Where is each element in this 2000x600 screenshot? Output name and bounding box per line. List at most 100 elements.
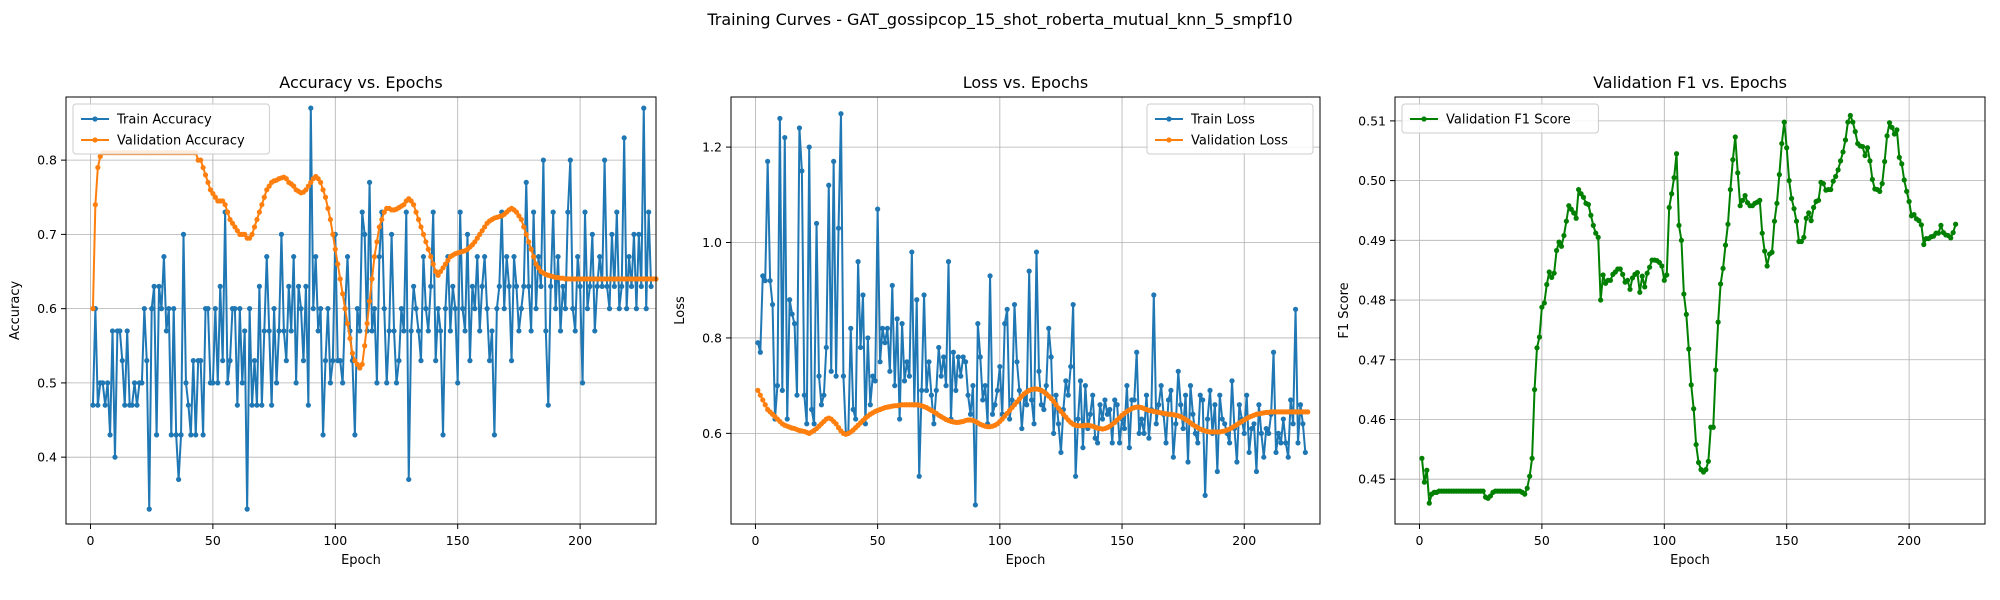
data-point <box>1288 397 1294 403</box>
data-point <box>506 283 512 289</box>
data-point <box>1080 445 1086 451</box>
data-point <box>533 261 539 267</box>
y-tick-label: 0.6 <box>37 301 57 316</box>
data-point <box>1889 124 1895 131</box>
legend-marker <box>1166 137 1172 143</box>
y-tick-label: 0.5 <box>37 375 57 390</box>
data-point <box>504 254 510 260</box>
data-point <box>1845 119 1851 125</box>
data-point <box>1713 367 1719 373</box>
data-point <box>1182 392 1189 398</box>
data-point <box>501 306 507 312</box>
data-point <box>408 198 414 204</box>
data-point <box>371 306 378 312</box>
data-point <box>112 454 118 460</box>
data-point <box>1241 430 1247 436</box>
data-point <box>188 432 194 438</box>
data-point <box>945 259 952 265</box>
data-point <box>877 359 883 365</box>
data-point <box>540 157 546 163</box>
data-point <box>879 325 886 331</box>
data-point <box>1082 383 1088 389</box>
data-point <box>369 328 375 334</box>
x-tick-label: 100 <box>1652 533 1676 548</box>
data-point <box>1644 270 1650 276</box>
data-point <box>1791 206 1797 212</box>
data-point <box>1175 368 1181 374</box>
data-point <box>271 306 277 312</box>
data-point <box>641 105 647 111</box>
data-point <box>1036 368 1042 374</box>
data-point <box>403 209 409 215</box>
data-point <box>965 392 971 398</box>
data-point <box>320 187 326 193</box>
data-point <box>1270 349 1277 355</box>
data-point <box>1480 488 1486 494</box>
data-point <box>411 202 417 208</box>
data-point <box>523 179 529 185</box>
data-point <box>1671 175 1677 181</box>
data-point <box>1214 468 1220 475</box>
data-point <box>1426 500 1432 506</box>
data-point <box>464 231 471 237</box>
data-point <box>1031 421 1037 427</box>
data-point <box>342 306 348 312</box>
data-point <box>530 209 537 215</box>
data-point <box>784 416 790 422</box>
data-point <box>1553 247 1560 254</box>
data-point <box>1258 430 1264 436</box>
data-point <box>1688 382 1694 388</box>
legend-marker <box>1421 116 1427 122</box>
data-point <box>577 283 583 289</box>
data-point <box>1029 397 1035 403</box>
data-point <box>1112 397 1118 403</box>
x-tick-label: 200 <box>1232 533 1256 548</box>
data-point <box>1916 218 1922 224</box>
data-point <box>521 224 527 230</box>
legend-box <box>1401 103 1599 134</box>
data-point <box>1801 234 1807 240</box>
data-point <box>119 358 125 364</box>
data-point <box>1549 274 1555 280</box>
series-train-loss <box>755 111 1308 508</box>
data-point <box>1009 397 1015 403</box>
data-point <box>901 378 908 384</box>
data-point <box>247 306 253 312</box>
data-point <box>1669 191 1675 197</box>
data-point <box>445 257 451 263</box>
data-point <box>168 432 174 438</box>
data-point <box>801 392 807 398</box>
data-point <box>909 249 915 255</box>
data-point <box>1539 304 1545 310</box>
data-point <box>963 359 969 365</box>
data-point <box>1774 200 1780 206</box>
data-point <box>1624 277 1631 283</box>
data-point <box>535 265 542 271</box>
data-point <box>374 380 380 386</box>
data-point <box>1879 180 1885 187</box>
data-point <box>572 328 578 334</box>
data-point <box>1248 425 1255 432</box>
data-point <box>1833 173 1839 180</box>
data-point <box>1522 491 1528 497</box>
data-point <box>234 228 240 234</box>
data-point <box>958 373 964 379</box>
data-point <box>943 383 949 389</box>
data-point <box>239 380 245 386</box>
data-point <box>131 380 138 386</box>
data-point <box>1859 143 1866 150</box>
data-point <box>1109 440 1115 446</box>
data-point <box>381 306 387 312</box>
data-point <box>129 402 135 408</box>
y-tick-label: 0.4 <box>37 450 57 465</box>
data-point <box>1014 359 1020 365</box>
data-point <box>982 383 988 389</box>
data-point <box>315 176 321 182</box>
data-point <box>1107 406 1113 413</box>
data-point <box>107 432 113 438</box>
data-point <box>997 363 1003 370</box>
data-point <box>1280 416 1286 422</box>
data-point <box>1541 300 1547 306</box>
data-point <box>1256 402 1262 408</box>
chart-accuracy-vs-epochs: 0 50 100 150 200 0.4 0.5 0.6 0.7 0.8 Accuracy vs. … <box>8 73 659 568</box>
